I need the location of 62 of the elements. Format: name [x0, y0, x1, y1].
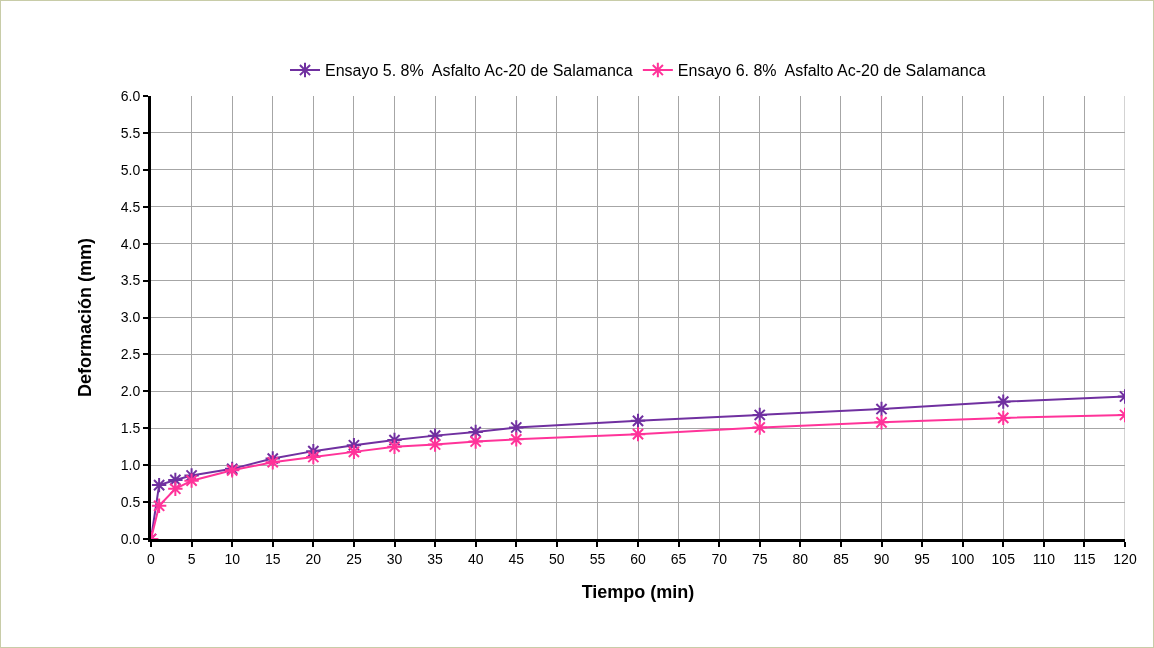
point	[995, 409, 1012, 427]
y-tick-label: 2.5	[120, 346, 141, 363]
point	[151, 497, 168, 514]
point	[751, 406, 768, 424]
y-axis-title: Deformación (mm)	[74, 237, 95, 398]
x-tick-label: 45	[508, 550, 525, 567]
point	[426, 436, 444, 453]
x-tick-label: 80	[792, 550, 809, 567]
x-tick-label: 40	[467, 550, 484, 567]
x-tick-label: 55	[589, 550, 606, 567]
point	[151, 476, 168, 494]
x-tick-label: 85	[833, 550, 849, 567]
y-tick-label: 4.0	[120, 235, 141, 252]
y-tick-label: 3.5	[120, 272, 141, 289]
point	[264, 450, 281, 467]
x-tick-label: 105	[991, 550, 1016, 567]
point	[508, 419, 525, 436]
x-tick-label: 65	[670, 550, 687, 567]
x-tick-label: 20	[305, 550, 322, 567]
point	[467, 433, 484, 450]
point	[264, 454, 281, 471]
x-tick-label: 50	[549, 550, 565, 567]
x-tick-label: 15	[264, 550, 281, 567]
point	[305, 448, 322, 466]
y-tick-label: 4.5	[120, 198, 141, 215]
x-tick-label: 100	[950, 550, 975, 567]
point	[995, 393, 1012, 410]
point	[167, 480, 184, 497]
x-tick-label: 25	[346, 550, 362, 567]
y-tick-label: 2.0	[120, 383, 141, 400]
y-tick-label: 3.0	[120, 309, 141, 326]
legend-label: Ensayo 5. 8% Asfalto Ac-20 de Salamanca	[325, 62, 633, 80]
y-tick-label: 0.0	[120, 530, 141, 547]
x-tick-label: 75	[751, 550, 768, 567]
point	[183, 472, 200, 489]
point	[873, 414, 890, 431]
point	[508, 431, 525, 448]
x-tick-label: 110	[1032, 550, 1056, 567]
x-tick-label: 90	[873, 550, 890, 567]
point	[386, 438, 403, 455]
x-tick-label: 30	[386, 550, 403, 567]
y-tick-label: 1.5	[120, 420, 141, 437]
x-tick-label: 115	[1073, 550, 1096, 567]
legend-label: Ensayo 6. 8% Asfalto Ac-20 de Salamanca	[677, 62, 986, 80]
x-tick-label: 120	[1113, 550, 1137, 567]
y-tick-label: 5.0	[120, 161, 141, 178]
x-tick-label: 5	[187, 550, 196, 567]
point	[345, 443, 363, 461]
point	[751, 419, 768, 436]
x-tick-label: 10	[224, 550, 241, 567]
point	[629, 425, 647, 443]
x-tick-label: 95	[914, 550, 931, 567]
y-tick-label: 5.5	[120, 124, 141, 141]
x-tick-label: 70	[711, 550, 728, 567]
y-tick-label: 0.5	[120, 493, 141, 510]
x-axis-title: Tiempo (min)	[581, 581, 695, 602]
point	[873, 400, 890, 418]
y-tick-label: 6.0	[120, 87, 141, 104]
x-tick-label: 60	[630, 550, 646, 567]
x-tick-label: 0	[147, 550, 156, 567]
x-tick-label: 35	[427, 550, 444, 567]
y-tick-label: 1.0	[120, 457, 141, 474]
